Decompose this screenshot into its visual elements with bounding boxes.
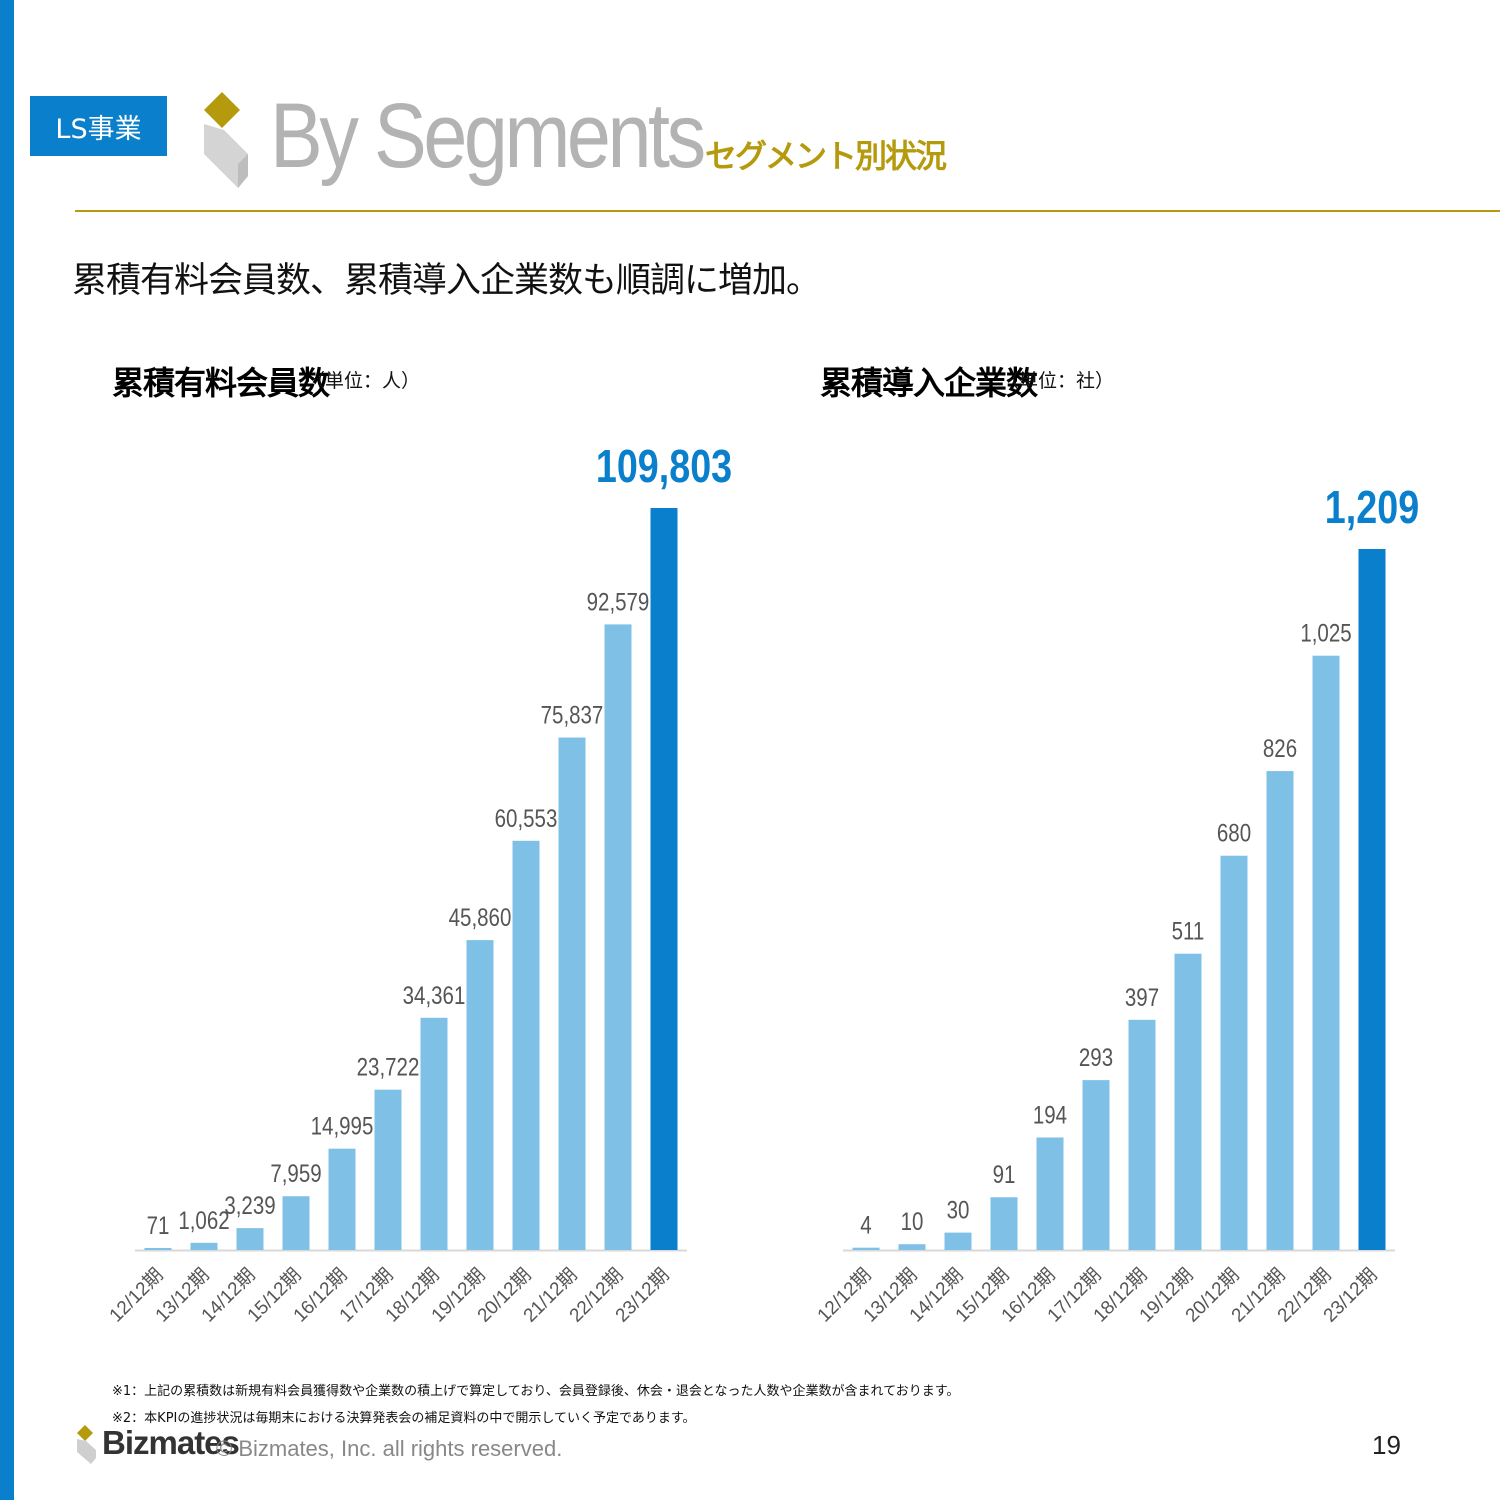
value-label-10: 92,579 bbox=[587, 587, 650, 615]
bar-0 bbox=[144, 1248, 172, 1250]
bar-3 bbox=[990, 1197, 1018, 1250]
bar-1 bbox=[190, 1242, 218, 1250]
value-label-3: 7,959 bbox=[270, 1159, 321, 1187]
bar-2 bbox=[944, 1232, 972, 1250]
value-label-9: 75,837 bbox=[541, 701, 604, 729]
value-label-11: 1,209 bbox=[1325, 481, 1419, 532]
value-label-1: 1,062 bbox=[178, 1206, 229, 1234]
value-label-2: 3,239 bbox=[224, 1191, 275, 1219]
bar-9 bbox=[1266, 771, 1294, 1250]
value-label-1: 10 bbox=[901, 1207, 924, 1235]
footer-brand: Bizmates bbox=[102, 1424, 240, 1461]
value-label-11: 109,803 bbox=[596, 440, 732, 491]
left-accent-bar bbox=[0, 0, 14, 1500]
page-heading: By Segments bbox=[270, 85, 706, 187]
bar-1 bbox=[898, 1244, 926, 1250]
value-label-10: 1,025 bbox=[1300, 619, 1351, 647]
value-label-0: 4 bbox=[860, 1211, 872, 1239]
value-label-4: 14,995 bbox=[311, 1112, 374, 1140]
value-label-6: 34,361 bbox=[403, 981, 466, 1009]
logo-diamond-gray-dark bbox=[238, 154, 248, 188]
lead-text: 累積有料会員数、累積導入企業数も順調に増加。 bbox=[72, 261, 821, 301]
value-label-7: 511 bbox=[1172, 917, 1205, 945]
bar-11 bbox=[1358, 549, 1386, 1250]
bar-5 bbox=[1082, 1080, 1110, 1250]
footnote-1: ※1：上記の累積数は新規有料会員獲得数や企業数の積上げで算定しており、会員登録後… bbox=[112, 1384, 960, 1399]
bar-3 bbox=[282, 1196, 310, 1250]
value-label-2: 30 bbox=[947, 1196, 970, 1224]
bar-0 bbox=[852, 1247, 880, 1250]
left-chart-title: 累積有料会員数 bbox=[112, 364, 330, 402]
footer-logo-gold bbox=[77, 1425, 93, 1441]
value-label-3: 91 bbox=[993, 1160, 1016, 1188]
bar-10 bbox=[1312, 655, 1340, 1250]
value-label-6: 397 bbox=[1125, 983, 1159, 1011]
logo-mark-icon bbox=[204, 92, 248, 188]
bar-7 bbox=[466, 940, 494, 1250]
value-label-5: 23,722 bbox=[357, 1053, 420, 1081]
right-chart-title: 累積導入企業数 bbox=[820, 364, 1038, 402]
value-label-9: 826 bbox=[1263, 734, 1297, 762]
bar-2 bbox=[236, 1228, 264, 1250]
value-label-0: 71 bbox=[147, 1211, 170, 1239]
footer-copyright: © Bizmates, Inc. all rights reserved. bbox=[216, 1436, 563, 1461]
value-label-8: 680 bbox=[1217, 819, 1251, 847]
bar-9 bbox=[558, 737, 586, 1250]
bar-8 bbox=[1220, 855, 1248, 1250]
right-chart-unit: （単位：社） bbox=[1000, 370, 1115, 392]
value-label-7: 45,860 bbox=[449, 903, 512, 931]
bar-5 bbox=[374, 1089, 402, 1250]
footer-logo-icon bbox=[77, 1425, 96, 1464]
page-subheading: セグメント別状況 bbox=[705, 137, 947, 175]
bar-10 bbox=[604, 624, 632, 1250]
bar-4 bbox=[1036, 1137, 1064, 1250]
bar-11 bbox=[650, 508, 678, 1250]
bar-7 bbox=[1174, 953, 1202, 1250]
bar-6 bbox=[1128, 1019, 1156, 1250]
logo-diamond-gold bbox=[204, 92, 240, 128]
bar-8 bbox=[512, 840, 540, 1250]
page-number: 19 bbox=[1372, 1430, 1401, 1460]
bar-6 bbox=[420, 1017, 448, 1250]
section-tag: LS事業 bbox=[30, 96, 167, 156]
value-label-5: 293 bbox=[1079, 1043, 1113, 1071]
left-chart-unit: （単位：人） bbox=[306, 370, 421, 392]
logo-diamond-gray bbox=[204, 124, 248, 188]
value-label-8: 60,553 bbox=[495, 804, 558, 832]
bar-4 bbox=[328, 1148, 356, 1250]
footnote-2: ※2：本KPIの進捗状況は毎期末における決算発表会の補足資料の中で開示していく予… bbox=[112, 1411, 696, 1426]
value-label-4: 194 bbox=[1033, 1101, 1067, 1129]
header-rule bbox=[75, 210, 1500, 212]
